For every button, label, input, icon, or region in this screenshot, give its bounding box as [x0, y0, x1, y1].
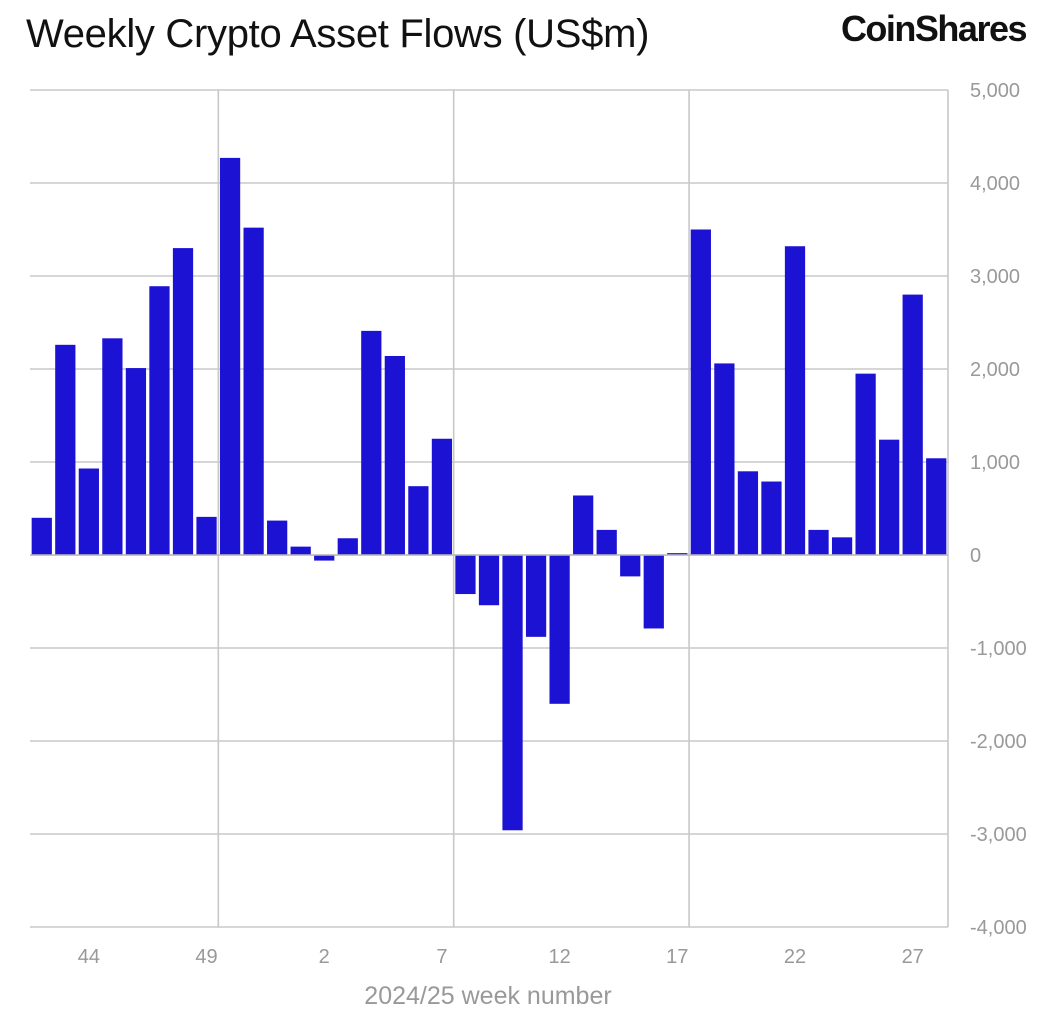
bar-week-18 — [690, 229, 711, 555]
bar-week-16 — [643, 555, 664, 629]
y-axis-ticks: 5,000 4,000 3,000 2,000 1,000 0 -1,000 -2,000 -3… — [970, 80, 1027, 939]
bar-week-19 — [714, 363, 735, 555]
y-tick-label: 4,000 — [970, 173, 1020, 195]
y-tick-label: 5,000 — [970, 80, 1020, 102]
bar-week-15 — [620, 555, 641, 577]
y-tick-label: -2,000 — [970, 731, 1027, 753]
bar-week-17 — [667, 553, 688, 555]
x-tick-label: 17 — [666, 946, 688, 968]
y-tick-label: 1,000 — [970, 452, 1020, 474]
x-axis-label: 2024/25 week number — [364, 982, 611, 1010]
bar-week-13 — [573, 495, 594, 555]
bar-week-23 — [808, 529, 829, 555]
bar-week-10 — [502, 555, 523, 831]
bars — [31, 157, 947, 831]
bar-week-6 — [408, 486, 429, 555]
y-tick-label: 3,000 — [970, 266, 1020, 288]
bar-week-46 — [125, 368, 147, 555]
bar-week-51 — [243, 227, 264, 555]
bar-week-22 — [784, 246, 806, 556]
y-tick-label: 2,000 — [970, 359, 1020, 381]
bar-week-26 — [879, 439, 900, 555]
y-tick-label: -4,000 — [970, 917, 1027, 939]
x-tick-label: 44 — [78, 946, 100, 968]
bar-week-5 — [384, 355, 405, 555]
bar-week-50 — [219, 157, 241, 555]
x-tick-label: 22 — [784, 946, 806, 968]
bar-week-8 — [455, 555, 476, 595]
bar-week-47 — [149, 286, 170, 555]
bar-week-20 — [737, 471, 759, 555]
x-tick-label: 12 — [548, 946, 570, 968]
y-tick-label: 0 — [970, 545, 981, 567]
x-tick-label: 2 — [319, 946, 330, 968]
bar-week-21 — [761, 481, 782, 555]
bar-week-48 — [172, 248, 194, 555]
bar-week-45 — [102, 338, 123, 555]
bar-week-2 — [314, 555, 335, 561]
chart-title: Weekly Crypto Asset Flows (US$m) — [26, 12, 650, 56]
bar-week-9 — [478, 555, 500, 606]
y-tick-label: -3,000 — [970, 824, 1027, 846]
bar-week-11 — [525, 555, 547, 637]
bar-week-49 — [196, 516, 217, 555]
coinshares-logo: CoinShares — [840, 8, 1028, 49]
bar-week-14 — [596, 529, 617, 555]
bar-week-7 — [431, 438, 453, 555]
x-tick-label: 7 — [436, 946, 447, 968]
x-tick-label: 49 — [195, 946, 217, 968]
bar-week-27 — [902, 294, 923, 555]
bar-week-12 — [549, 555, 570, 704]
bar-week-4 — [361, 330, 382, 555]
bar-week-1 — [290, 546, 311, 555]
x-axis-ticks: 44 49 2 7 12 17 22 27 — [78, 946, 924, 968]
bar-week-24 — [831, 537, 853, 555]
bar-week-52 — [267, 520, 288, 555]
bar-week-28 — [926, 458, 947, 555]
x-tick-label: 27 — [902, 946, 924, 968]
bar-week-3 — [337, 538, 358, 555]
bar-week-44 — [78, 468, 99, 555]
y-tick-label: -1,000 — [970, 638, 1027, 660]
bar-week-25 — [855, 373, 876, 555]
bar-week-43 — [55, 344, 76, 555]
bar-week-42 — [31, 517, 52, 555]
